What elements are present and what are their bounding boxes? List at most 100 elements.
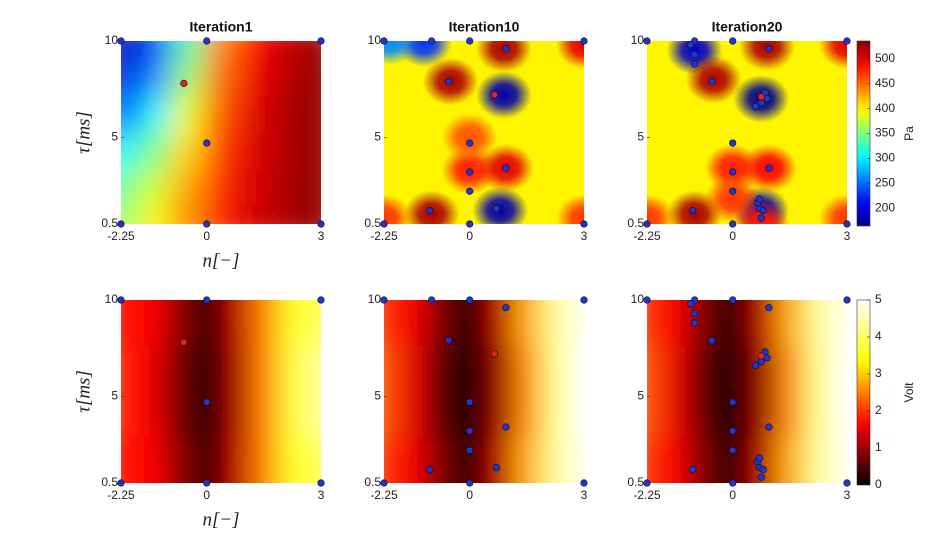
sample-point (729, 296, 737, 304)
sample-point (428, 37, 436, 45)
heat-cell (121, 41, 139, 60)
heat-cell (718, 345, 748, 438)
heat-cell (661, 345, 691, 438)
y-tick-label: 10 (368, 292, 382, 306)
sample-point (755, 454, 763, 462)
sample-point (203, 37, 211, 45)
y-tick-label: 5 (637, 388, 644, 402)
y-tick-label: 5 (111, 388, 118, 402)
sample-point (317, 37, 325, 45)
heat-cell (304, 95, 321, 133)
heat-field (121, 300, 321, 483)
x-tick-label: 3 (844, 229, 851, 243)
heat-cell (137, 205, 172, 224)
y-tick-label: 10 (105, 292, 119, 306)
heat-cell (192, 300, 222, 347)
heat-cell (204, 95, 239, 133)
sample-point (687, 41, 695, 49)
colorbar-tick-label: 200 (875, 200, 895, 214)
heat-cell (541, 437, 571, 483)
heat-cell (647, 345, 662, 438)
heat-cell (163, 345, 193, 438)
heat-cell (661, 437, 691, 483)
heat-cell (163, 300, 193, 347)
heat-cell (304, 169, 321, 207)
heat-cell (171, 205, 205, 224)
sample-point (502, 164, 510, 172)
heat-cell (832, 345, 847, 438)
heat-cell (137, 132, 172, 170)
heat-cell (137, 41, 172, 60)
heat-cell (306, 300, 321, 347)
colorbar-tick-label: 400 (875, 101, 895, 115)
heat-peak (556, 41, 584, 69)
heat-cell (171, 95, 205, 133)
sample-point (180, 338, 188, 346)
heat-peak (556, 194, 584, 224)
sample-point (691, 50, 699, 59)
sample-point (691, 60, 699, 68)
heat-cell (689, 345, 719, 438)
heat-cell (304, 132, 321, 170)
colorbar-label: Pa (902, 126, 916, 141)
x-tick-label: 0 (466, 229, 473, 243)
heat-peak (476, 41, 532, 73)
sample-point (492, 204, 500, 213)
heat-peak (476, 70, 532, 119)
sample-point (203, 398, 211, 406)
sample-point (729, 398, 737, 406)
panel-title: Iteration1 (189, 19, 252, 35)
y-tick-label: 10 (631, 33, 645, 47)
heat-cell (804, 437, 834, 483)
sample-point (203, 139, 211, 147)
sample-point (580, 296, 588, 304)
sample-point (687, 300, 695, 308)
sample-point (708, 77, 716, 86)
x-tick-label: -2.25 (370, 488, 398, 502)
heat-cell (171, 59, 205, 97)
heat-cell (278, 345, 308, 438)
heat-cell (137, 169, 172, 207)
heat-cell (398, 300, 428, 347)
sample-point (757, 93, 765, 101)
heat-cell (775, 345, 805, 438)
heat-cell (121, 59, 139, 97)
panel (647, 41, 847, 224)
colorbar-tick-label: 4 (875, 329, 882, 343)
heat-cell (541, 300, 571, 347)
heat-cell (237, 59, 272, 97)
heat-cell (804, 345, 834, 438)
heat-cell (137, 59, 172, 97)
sample-point (466, 427, 474, 435)
x-tick-label: 3 (318, 488, 325, 502)
heat-cell (221, 300, 251, 347)
colorbar (856, 299, 871, 486)
panel (384, 300, 584, 483)
sample-point (729, 187, 737, 195)
heat-peak (704, 174, 761, 223)
heat-field (647, 300, 847, 483)
x-tick-label: 0 (203, 229, 210, 243)
heat-cell (304, 41, 321, 60)
heat-peak (819, 194, 847, 224)
x-tick-label: 0 (466, 488, 473, 502)
sample-point (843, 296, 851, 304)
heat-cell (271, 59, 305, 97)
sample-point (180, 79, 188, 87)
heat-cell (569, 437, 584, 483)
sample-point (691, 319, 699, 327)
x-tick-label: -2.25 (633, 229, 661, 243)
y-tick-label: 10 (368, 33, 382, 47)
heat-cell (121, 205, 139, 224)
heat-cell (569, 300, 584, 347)
sample-point (689, 206, 697, 215)
colorbar-tick-label: 300 (875, 151, 895, 165)
sample-point (466, 139, 474, 147)
heat-cell (484, 300, 514, 347)
heat-field (384, 300, 584, 483)
heat-cell (271, 132, 305, 170)
sample-point (502, 45, 510, 53)
sample-point (729, 446, 737, 454)
heat-cell (512, 300, 542, 347)
heat-peak (384, 194, 412, 224)
